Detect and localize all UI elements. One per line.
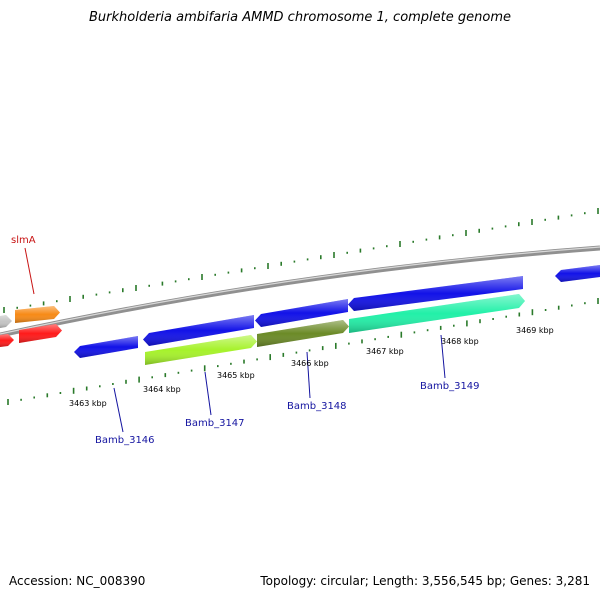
- gene-Bamb_3148[interactable]: [257, 320, 349, 347]
- leader-Bamb_3146: [113, 387, 124, 433]
- tick-label-3469: 3469 kbp: [516, 326, 554, 335]
- accession-text: Accession: NC_008390: [9, 574, 146, 588]
- gene-slmA[interactable]: [15, 306, 60, 323]
- label-leader-lines: [24, 247, 446, 433]
- gene-slmA-shade: [15, 306, 60, 323]
- gene-features: [0, 265, 600, 365]
- chromosome-backbone-highlight: [0, 246, 600, 335]
- gene-forward-2[interactable]: [255, 299, 348, 327]
- gene-Bamb_3147-shade: [145, 335, 257, 365]
- gene-Bamb_3146-shade: [74, 336, 138, 358]
- chromosome-backbone: [0, 245, 600, 338]
- gene-left-red-edge-shade: [0, 334, 14, 347]
- leader-slmA: [24, 247, 35, 295]
- gene-forward-edge-shade: [555, 265, 600, 282]
- gc-content-track-lower: [7, 298, 599, 405]
- gene-left-grey-shade: [0, 315, 12, 328]
- leader-Bamb_3149: [440, 334, 446, 379]
- gene-forward-3-shade: [348, 276, 523, 311]
- gene-label-Bamb_3147[interactable]: Bamb_3147: [185, 418, 245, 429]
- leader-Bamb_3147: [204, 371, 212, 416]
- gene-label-slmA[interactable]: slmA: [11, 235, 36, 246]
- gene-left-grey[interactable]: [0, 315, 12, 328]
- gene-Bamb_3149-shade: [349, 294, 525, 333]
- tick-label-3465: 3465 kbp: [217, 371, 255, 380]
- gene-label-Bamb_3146[interactable]: Bamb_3146: [95, 435, 155, 446]
- gene-left-red-shade: [19, 324, 62, 343]
- tick-label-3468: 3468 kbp: [441, 337, 479, 346]
- gene-forward-3[interactable]: [348, 276, 523, 311]
- gene-label-Bamb_3148[interactable]: Bamb_3148: [287, 401, 347, 412]
- gc-content-track-upper: [3, 208, 599, 313]
- gene-forward-2-shade: [255, 299, 348, 327]
- leader-Bamb_3148: [306, 351, 311, 399]
- gene-left-red[interactable]: [19, 324, 62, 343]
- gene-forward-1-shade: [143, 315, 254, 346]
- tick-label-3466: 3466 kbp: [291, 359, 329, 368]
- tick-label-3464: 3464 kbp: [143, 385, 181, 394]
- gene-Bamb_3147[interactable]: [145, 335, 257, 365]
- gene-Bamb_3146[interactable]: [74, 336, 138, 358]
- position-tick-labels: 3463 kbp 3464 kbp 3465 kbp 3466 kbp 3467…: [69, 326, 554, 408]
- tick-label-3463: 3463 kbp: [69, 399, 107, 408]
- gene-Bamb_3148-shade: [257, 320, 349, 347]
- tick-label-3467: 3467 kbp: [366, 347, 404, 356]
- gene-forward-1[interactable]: [143, 315, 254, 346]
- gene-labels: slmA Bamb_3146 Bamb_3147 Bamb_3148 Bamb_…: [11, 235, 480, 446]
- gene-label-Bamb_3149[interactable]: Bamb_3149: [420, 381, 480, 392]
- genome-summary-text: Topology: circular; Length: 3,556,545 bp…: [260, 574, 590, 588]
- gene-left-red-edge[interactable]: [0, 334, 14, 347]
- gene-Bamb_3149[interactable]: [349, 294, 525, 333]
- gene-forward-edge[interactable]: [555, 265, 600, 282]
- genome-title: Burkholderia ambifaria AMMD chromosome 1…: [88, 10, 512, 25]
